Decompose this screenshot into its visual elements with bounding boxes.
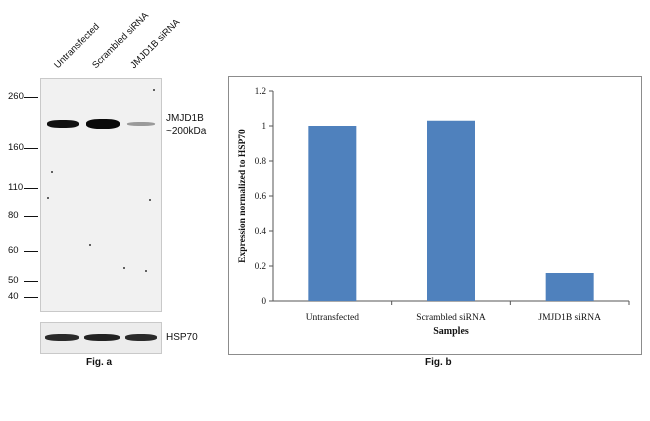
mw-tick [24, 148, 38, 149]
mw-tick [24, 97, 38, 98]
y-tick-label: 0.4 [255, 226, 267, 236]
y-tick-label: 1 [262, 121, 267, 131]
mw-marker-260: 260 [8, 91, 24, 102]
mw-marker-50: 50 [8, 275, 19, 286]
band-scrambled [86, 119, 120, 129]
bar-chart-frame: 0 0.2 0.4 0.6 0.8 1 1.2 Untransfected Scrambled … [228, 76, 642, 355]
bar [427, 120, 475, 301]
mw-marker-80: 80 [8, 210, 19, 221]
hsp70-band-jmjd1b-sirna [125, 334, 157, 341]
bar [308, 126, 357, 301]
mw-marker-160: 160 [8, 142, 24, 153]
y-tick-label: 0 [262, 296, 267, 306]
loading-control-label: HSP70 [166, 332, 198, 343]
band-untransfected [47, 120, 79, 128]
blot-speck [89, 244, 91, 246]
bar [545, 273, 594, 301]
blot-speck [47, 197, 49, 199]
blot-speck [149, 199, 151, 201]
blot-membrane-hsp70 [40, 322, 162, 354]
blot-membrane-main [40, 78, 162, 312]
mw-tick [24, 297, 38, 298]
y-tick-label: 0.2 [255, 261, 266, 271]
mw-marker-40: 40 [8, 291, 19, 302]
hsp70-band-untransfected [45, 334, 79, 341]
blot-speck [153, 89, 155, 91]
mw-tick [24, 216, 38, 217]
mw-tick [24, 281, 38, 282]
mw-marker-110: 110 [8, 182, 24, 193]
y-axis-title: Expression normalized to HSP70 [238, 129, 248, 263]
y-tick-label: 1.2 [255, 86, 266, 96]
mw-tick [24, 188, 38, 189]
y-tick-label: 0.8 [255, 156, 267, 166]
hsp70-band-scrambled [84, 334, 120, 341]
x-axis-title: Samples [433, 326, 469, 337]
figure-a-caption: Fig. a [86, 357, 113, 368]
mw-tick [24, 251, 38, 252]
y-tick-label: 0.6 [255, 191, 267, 201]
target-protein-label: JMJD1B [166, 113, 204, 124]
x-tick-label: Untransfected [306, 312, 360, 323]
x-tick-label: Scrambled siRNA [416, 313, 486, 323]
blot-speck [145, 270, 147, 272]
mw-marker-60: 60 [8, 245, 19, 256]
bar-chart: 0 0.2 0.4 0.6 0.8 1 1.2 Untransfected Scrambled … [238, 86, 630, 337]
blot-speck [51, 171, 53, 173]
figure-b-caption: Fig. b [425, 357, 452, 368]
blot-speck [123, 267, 125, 269]
band-jmjd1b-sirna [127, 122, 155, 126]
target-mw-label: ~200kDa [166, 126, 207, 137]
x-tick-label: JMJD1B siRNA [538, 313, 601, 323]
